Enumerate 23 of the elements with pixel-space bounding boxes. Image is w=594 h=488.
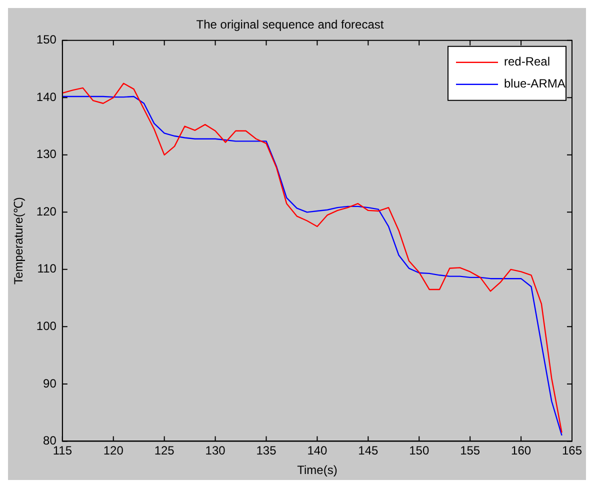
y-axis-title: Temperature(℃) [12, 197, 26, 284]
chart-title: The original sequence and forecast [196, 18, 384, 32]
x-tick-label: 145 [358, 444, 378, 458]
x-tick-label: 150 [409, 444, 430, 458]
x-tick-label: 160 [511, 444, 532, 458]
y-tick-label: 140 [36, 90, 57, 104]
x-axis-title: Time(s) [297, 463, 338, 478]
y-tick-label: 120 [36, 204, 57, 218]
x-tick-label: 165 [562, 444, 582, 458]
x-tick-label: 135 [256, 444, 277, 458]
y-tick-label: 110 [37, 262, 57, 276]
x-tick-label: 140 [307, 444, 328, 458]
y-tick-label: 150 [36, 32, 57, 47]
legend-label: red-Real [504, 54, 550, 69]
y-tick-label: 130 [36, 147, 57, 162]
x-tick-label: 130 [205, 444, 226, 458]
x-tick-label: 125 [154, 444, 175, 458]
x-tick-label: 115 [52, 444, 72, 458]
legend-label: blue-ARMA [504, 76, 566, 91]
y-tick-label: 100 [36, 319, 57, 333]
x-tick-label: 155 [460, 444, 480, 458]
y-tick-label: 90 [43, 376, 57, 390]
x-tick-label: 120 [103, 444, 124, 458]
